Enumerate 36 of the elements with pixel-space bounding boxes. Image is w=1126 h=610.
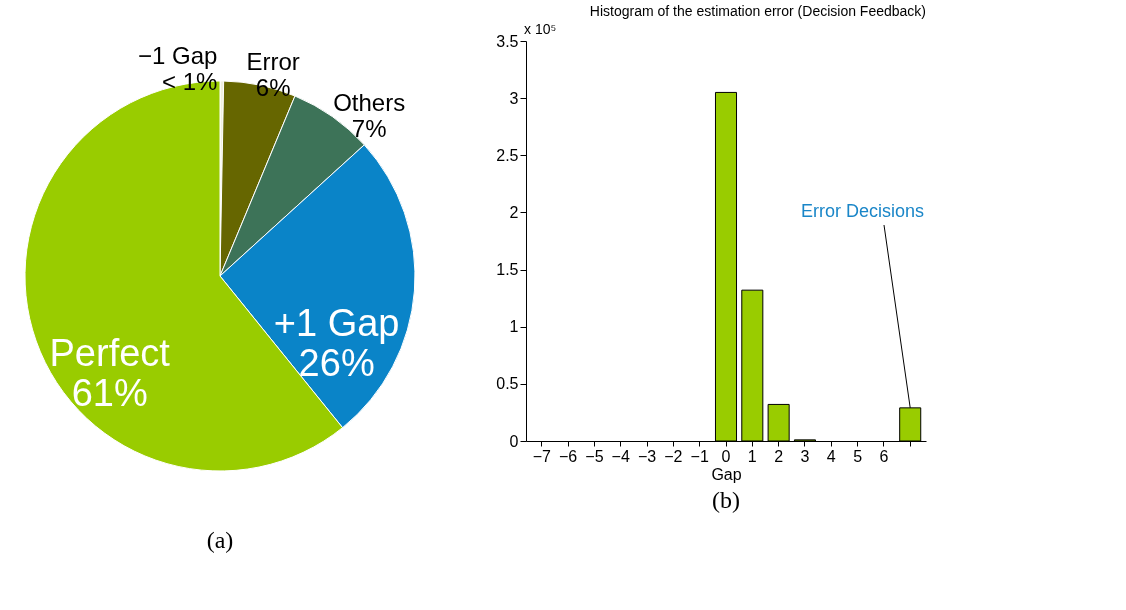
x-tick-label: 3: [800, 447, 810, 465]
y-tick-label: 1.5: [496, 261, 519, 279]
x-axis-title: Gap: [711, 465, 742, 483]
data-label: 26%: [298, 341, 375, 384]
y-tick-label: 1: [509, 318, 519, 336]
annotation: Error Decisions: [800, 201, 924, 221]
x-tick-label: −6: [558, 447, 578, 465]
text: x 10⁵: [524, 21, 557, 37]
x-tick-label: 1: [747, 447, 757, 465]
x-tick-label: 4: [826, 447, 836, 465]
slice-label: +1 Gap: [273, 301, 400, 344]
x-tick-label: −7: [532, 447, 552, 465]
x-tick-label: 6: [879, 447, 889, 465]
data-label: 61%: [71, 372, 148, 414]
slice-label: Perfect: [49, 332, 171, 374]
text: (b): [712, 487, 740, 513]
y-tick-label: 3: [509, 89, 519, 107]
text: (a): [206, 527, 234, 553]
y-tick-label: 0.5: [496, 375, 519, 393]
y-tick-label: 0: [509, 432, 519, 450]
x-tick-label: 0: [721, 447, 731, 465]
y-tick-label: 3.5: [496, 32, 519, 50]
slice-label: −1 Gap: [138, 42, 218, 70]
x-tick-label: 5: [853, 447, 863, 465]
y-tick-label: 2: [509, 203, 519, 221]
x-tick-label: −5: [585, 447, 604, 465]
chart-title: Histogram of the estimation error (Decision Feedback): [589, 3, 926, 19]
slice-label: Error: [246, 47, 300, 75]
data-label: 7%: [351, 115, 387, 143]
x-tick-label: −1: [690, 447, 709, 465]
x-tick-label: −2: [664, 447, 683, 465]
x-tick-label: −4: [611, 447, 630, 465]
x-tick-label: 2: [774, 447, 784, 465]
y-tick-label: 2.5: [496, 146, 519, 164]
x-tick-label: −3: [637, 447, 657, 465]
slice-label: Others: [333, 89, 406, 117]
